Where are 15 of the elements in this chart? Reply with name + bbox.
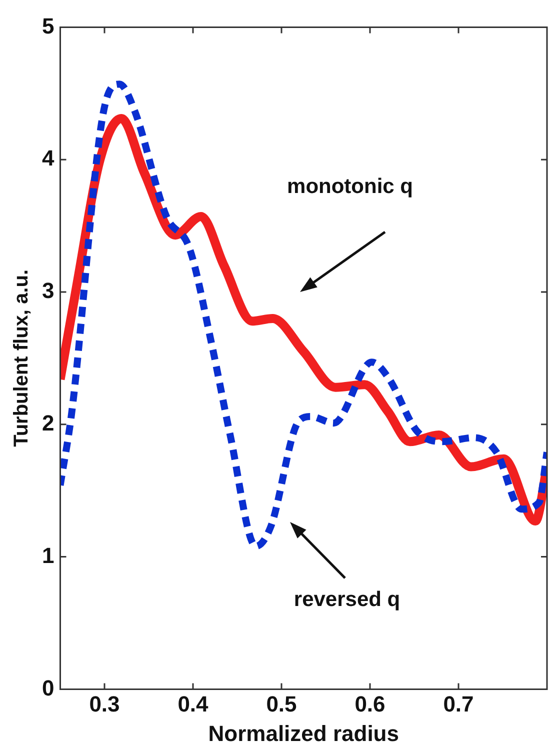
- x-tick-label: 0.3: [89, 691, 120, 716]
- x-axis-title: Normalized radius: [208, 720, 399, 746]
- annotation: monotonic q: [287, 174, 413, 198]
- x-tick-label: 0.4: [178, 691, 210, 716]
- y-tick-label: 0: [42, 675, 54, 700]
- x-tick-label: 0.5: [266, 691, 297, 716]
- y-tick-label: 1: [42, 542, 54, 568]
- annotation: reversed q: [294, 588, 400, 611]
- y-tick-label: 4: [42, 146, 55, 171]
- y-tick-label: 3: [42, 278, 54, 304]
- x-tick-label: 0.6: [354, 691, 386, 716]
- y-tick-label: 2: [42, 410, 54, 436]
- y-axis-title: Turbulent flux, a.u.: [10, 269, 33, 447]
- x-tick-label: 0.7: [443, 691, 474, 716]
- y-tick-label: 5: [42, 13, 54, 38]
